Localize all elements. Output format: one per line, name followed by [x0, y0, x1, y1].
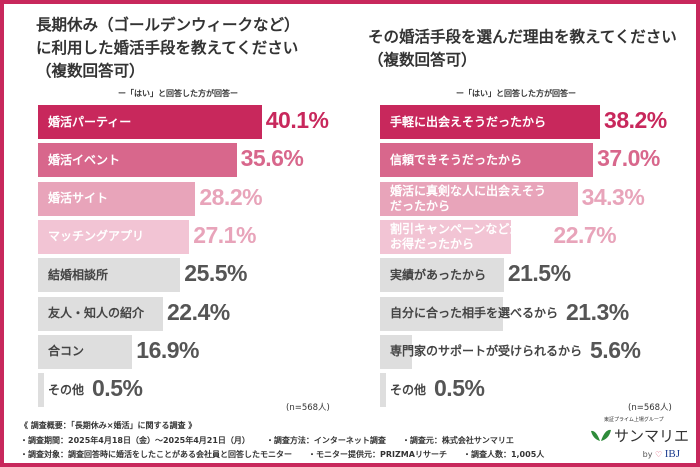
footer-method: ・調査方法：インターネット調査: [265, 436, 386, 445]
bar: [380, 373, 386, 408]
bar: [38, 334, 133, 369]
value-label: 27.1%: [193, 221, 256, 248]
bar-row: 自分に合った相手を選べるから 21.3%: [380, 296, 700, 331]
value-label: 35.6%: [240, 145, 304, 172]
footer-count: ・調査人数：1,005人: [462, 450, 545, 459]
value-label: 38.2%: [604, 107, 667, 133]
left-title-line: （複数回答可）: [36, 62, 145, 80]
bar-row: 結婚相談所 25.5%: [38, 258, 358, 293]
bar: [38, 143, 237, 178]
bar-row: 割引キャンペーンなどがありお得だったから 22.7%: [380, 219, 700, 254]
bar-label: 手軽に出会えそうだったから: [390, 114, 547, 129]
bar: [380, 181, 578, 216]
bar-label: マッチングアプリ: [48, 229, 145, 244]
value-label: 22.7%: [553, 221, 617, 248]
footer-row-3: ・調査対象：調査回答時に婚活をしたことがある会社員と回答したモニター ・モニター…: [20, 449, 544, 460]
bar: [380, 258, 504, 293]
bar-row: その他 0.5%: [380, 373, 700, 408]
logo-ibj: IBJ: [664, 448, 680, 460]
value-label: 28.2%: [199, 183, 263, 210]
bar-row: マッチングアプリ 27.1%: [38, 219, 358, 254]
bar-row: 婚活サイト 28.2%: [38, 181, 358, 216]
bar-label: 婚活イベント: [48, 152, 121, 167]
right-subtitle: ー「はい」と回答した方が回答ー: [456, 89, 576, 98]
right-title: その婚活手段を選んだ理由を教えてください （複数回答可）: [368, 26, 677, 72]
left-subtitle: ー「はい」と回答した方が回答ー: [118, 89, 238, 98]
bar-label: 婚活サイト: [48, 191, 109, 206]
value-label: 0.5%: [434, 375, 485, 402]
bar-row: 婚活イベント 35.6%: [38, 143, 358, 178]
bar: [38, 105, 262, 139]
bar-row: 専門家のサポートが受けられるから 5.6%: [380, 334, 700, 369]
value-label: 21.3%: [566, 298, 629, 325]
right-sample-size: (n=568人): [628, 403, 672, 413]
heart-icon: ♡: [655, 450, 663, 459]
footer-source: ・調査元：株式会社サンマリエ: [401, 436, 514, 445]
value-label: 34.3%: [581, 183, 645, 210]
bar: [38, 181, 196, 216]
right-title-line: （複数回答可）: [368, 51, 477, 69]
value-label: 37.0%: [597, 145, 660, 172]
bar: [380, 219, 511, 254]
value-label: 25.5%: [184, 260, 247, 287]
bar: [380, 143, 594, 178]
value-label: 40.1%: [265, 107, 329, 133]
bar: [380, 105, 601, 139]
bar: [380, 334, 413, 369]
logo-tagline: 東証プライム上場グループ: [604, 417, 664, 423]
footer-period: ・調査期間：2025年4月18日（金）〜2025年4月21日（月）: [20, 436, 250, 445]
left-title-line: 長期休み（ゴールデンウィークなど）: [36, 16, 300, 34]
bar: [38, 296, 163, 331]
value-label: 16.9%: [136, 336, 200, 363]
bar-row: 婚活に真剣な人に出会えそうだったから 34.3%: [380, 181, 700, 216]
footer-overview: 《 調査概要：「長期休み×婚活」に関する調査 》: [20, 421, 197, 430]
bar-label: 信頼できそうだったから: [390, 152, 523, 167]
value-label: 5.6%: [590, 336, 641, 363]
bar-row: 婚活パーティー 40.1%: [38, 105, 358, 139]
bar-row: 友人・知人の紹介 22.4%: [38, 296, 358, 331]
bar-label: 婚活に真剣な人に出会えそうだったから: [390, 183, 547, 213]
bar-label: 割引キャンペーンなどがありお得だったから: [390, 221, 546, 251]
leaf-icon: [591, 429, 611, 441]
right-title-line: その婚活手段を選んだ理由を教えてください: [368, 28, 677, 46]
bar-label: 結婚相談所: [48, 267, 109, 282]
bar: [38, 219, 190, 254]
bar-row: 信頼できそうだったから 37.0%: [380, 143, 700, 178]
bar: [38, 373, 44, 408]
bar-label: 専門家のサポートが受けられるから: [390, 344, 583, 359]
logo-by: by: [642, 450, 653, 459]
footer-provider: ・モニター提供元：PRIZMAリサーチ: [308, 450, 447, 459]
left-title: 長期休み（ゴールデンウィークなど） に利用した婚活手段を教えてください （複数回…: [36, 14, 300, 83]
value-label: 21.5%: [507, 260, 571, 287]
bar-label: 実績があったから: [390, 267, 487, 282]
footer-row-2: ・調査期間：2025年4月18日（金）〜2025年4月21日（月） ・調査方法：…: [20, 435, 514, 446]
bar-row: 実績があったから 21.5%: [380, 258, 700, 293]
footer-row-1: 《 調査概要：「長期休み×婚活」に関する調査 》: [20, 420, 196, 431]
bar-row: その他 0.5%: [38, 373, 358, 408]
bar-label: 婚活パーティー: [48, 114, 132, 129]
bar-label: 合コン: [48, 344, 85, 359]
bar-label: 友人・知人の紹介: [48, 306, 145, 320]
bar: [380, 296, 503, 331]
value-label: 22.4%: [166, 298, 230, 325]
sanmarie-logo: 東証プライム上場グループ サンマリエ by ♡ IBJ: [590, 416, 690, 460]
bar: [38, 258, 181, 293]
bar-row: 手軽に出会えそうだったから 38.2%: [380, 105, 700, 139]
bar-label: その他: [48, 382, 85, 397]
logo-name: サンマリエ: [614, 427, 690, 445]
bar-row: 合コン 16.9%: [38, 334, 358, 369]
left-sample-size: (n=568人): [286, 403, 330, 413]
bar-label: その他: [390, 382, 427, 397]
footer-target: ・調査対象：調査回答時に婚活をしたことがある会社員と回答したモニター: [20, 450, 292, 459]
value-label: 0.5%: [92, 375, 143, 402]
left-title-line: に利用した婚活手段を教えてください: [36, 39, 299, 57]
bar-label: 自分に合った相手を選べるから: [390, 306, 559, 320]
